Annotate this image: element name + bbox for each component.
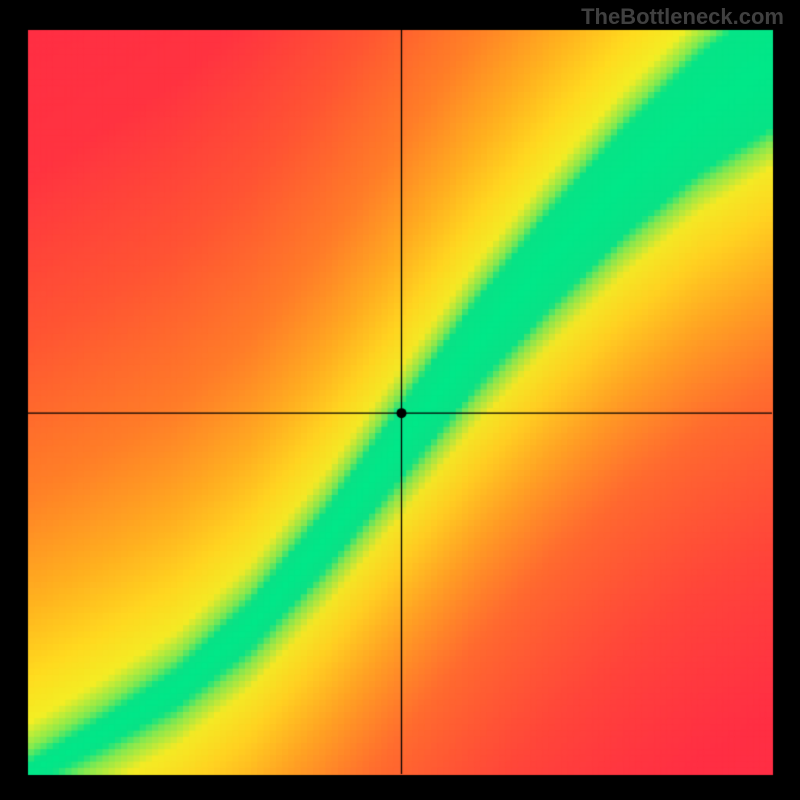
bottleneck-heatmap	[0, 0, 800, 800]
chart-container: TheBottleneck.com	[0, 0, 800, 800]
source-watermark: TheBottleneck.com	[581, 4, 784, 30]
